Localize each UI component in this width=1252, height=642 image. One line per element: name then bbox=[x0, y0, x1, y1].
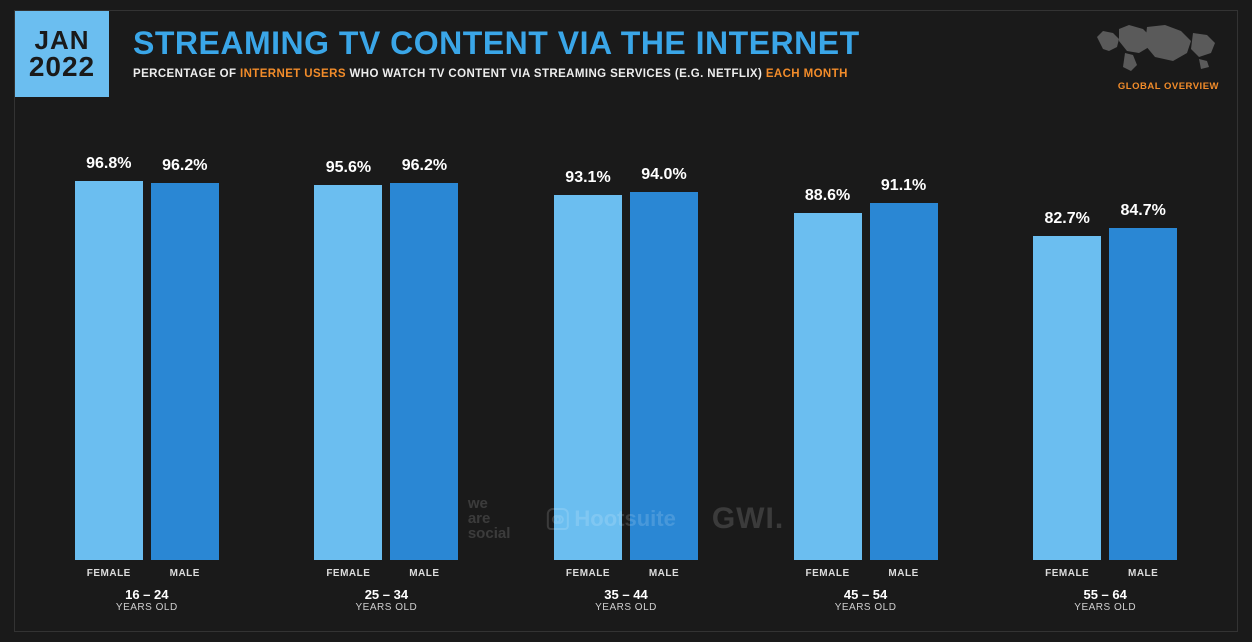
gender-label: MALE bbox=[409, 568, 439, 579]
bar-wrap-female: 96.8% FEMALE bbox=[74, 155, 144, 579]
bar-chart: 96.8% FEMALE 96.2% MALE 16 – 24YEARS OLD 95.6… bbox=[39, 127, 1213, 613]
age-label: 16 – 24YEARS OLD bbox=[116, 587, 178, 613]
bar-wrap-female: 95.6% FEMALE bbox=[313, 159, 383, 579]
slide-title: STREAMING TV CONTENT VIA THE INTERNET bbox=[133, 25, 1097, 62]
age-group: 82.7% FEMALE 84.7% MALE 55 – 64YEARS OLD bbox=[997, 127, 1213, 613]
bar-wrap-male: 94.0% MALE bbox=[629, 166, 699, 579]
slide-subtitle: PERCENTAGE OF INTERNET USERS WHO WATCH T… bbox=[133, 68, 1097, 80]
bar-pair: 96.8% FEMALE 96.2% MALE bbox=[39, 127, 255, 579]
bar-value: 96.8% bbox=[86, 155, 131, 173]
bar-male bbox=[630, 192, 698, 560]
world-map-icon: GLOBAL OVERVIEW bbox=[1089, 19, 1219, 92]
bar-value: 94.0% bbox=[641, 166, 686, 184]
bar-wrap-female: 88.6% FEMALE bbox=[793, 187, 863, 579]
overview-label: GLOBAL OVERVIEW bbox=[1089, 81, 1219, 92]
bar-male bbox=[151, 183, 219, 560]
bar-pair: 95.6% FEMALE 96.2% MALE bbox=[279, 127, 495, 579]
age-label: 55 – 64YEARS OLD bbox=[1074, 587, 1136, 613]
slide-card: JAN 2022 STREAMING TV CONTENT VIA THE IN… bbox=[14, 10, 1238, 632]
bar-wrap-female: 93.1% FEMALE bbox=[553, 169, 623, 579]
bar-wrap-male: 84.7% MALE bbox=[1108, 202, 1178, 579]
bar-wrap-male: 96.2% MALE bbox=[150, 157, 220, 579]
bar-wrap-male: 96.2% MALE bbox=[389, 157, 459, 579]
gender-label: MALE bbox=[888, 568, 918, 579]
subtitle-accent: INTERNET USERS bbox=[240, 68, 346, 80]
bar-female bbox=[314, 185, 382, 560]
date-month: JAN bbox=[34, 27, 89, 53]
bar-wrap-male: 91.1% MALE bbox=[869, 177, 939, 579]
bar-pair: 88.6% FEMALE 91.1% MALE bbox=[758, 127, 974, 579]
gender-label: FEMALE bbox=[326, 568, 370, 579]
gender-label: FEMALE bbox=[806, 568, 850, 579]
bar-pair: 93.1% FEMALE 94.0% MALE bbox=[518, 127, 734, 579]
bar-male bbox=[390, 183, 458, 560]
age-label: 35 – 44YEARS OLD bbox=[595, 587, 657, 613]
bar-female bbox=[554, 195, 622, 560]
age-group: 88.6% FEMALE 91.1% MALE 45 – 54YEARS OLD bbox=[758, 127, 974, 613]
bar-value: 96.2% bbox=[162, 157, 207, 175]
bar-female bbox=[794, 213, 862, 560]
bar-male bbox=[870, 203, 938, 560]
gender-label: FEMALE bbox=[1045, 568, 1089, 579]
header: STREAMING TV CONTENT VIA THE INTERNET PE… bbox=[133, 25, 1097, 80]
bar-value: 84.7% bbox=[1120, 202, 1165, 220]
age-group: 95.6% FEMALE 96.2% MALE 25 – 34YEARS OLD bbox=[279, 127, 495, 613]
gender-label: FEMALE bbox=[87, 568, 131, 579]
gender-label: MALE bbox=[170, 568, 200, 579]
bar-value: 96.2% bbox=[402, 157, 447, 175]
subtitle-text: WHO WATCH TV CONTENT VIA STREAMING SERVI… bbox=[346, 68, 766, 80]
age-group: 96.8% FEMALE 96.2% MALE 16 – 24YEARS OLD bbox=[39, 127, 255, 613]
age-group: 93.1% FEMALE 94.0% MALE 35 – 44YEARS OLD bbox=[518, 127, 734, 613]
date-badge: JAN 2022 bbox=[15, 11, 109, 97]
bar-value: 93.1% bbox=[565, 169, 610, 187]
bar-value: 82.7% bbox=[1044, 210, 1089, 228]
subtitle-text: PERCENTAGE OF bbox=[133, 68, 240, 80]
bar-pair: 82.7% FEMALE 84.7% MALE bbox=[997, 127, 1213, 579]
bar-wrap-female: 82.7% FEMALE bbox=[1032, 210, 1102, 579]
age-label: 25 – 34YEARS OLD bbox=[356, 587, 418, 613]
bar-value: 88.6% bbox=[805, 187, 850, 205]
gender-label: FEMALE bbox=[566, 568, 610, 579]
date-year: 2022 bbox=[29, 53, 95, 81]
bar-value: 91.1% bbox=[881, 177, 926, 195]
bar-female bbox=[75, 181, 143, 560]
bar-female bbox=[1033, 236, 1101, 560]
gender-label: MALE bbox=[649, 568, 679, 579]
subtitle-accent: EACH MONTH bbox=[766, 68, 848, 80]
bar-value: 95.6% bbox=[326, 159, 371, 177]
bar-male bbox=[1109, 228, 1177, 560]
age-label: 45 – 54YEARS OLD bbox=[835, 587, 897, 613]
gender-label: MALE bbox=[1128, 568, 1158, 579]
